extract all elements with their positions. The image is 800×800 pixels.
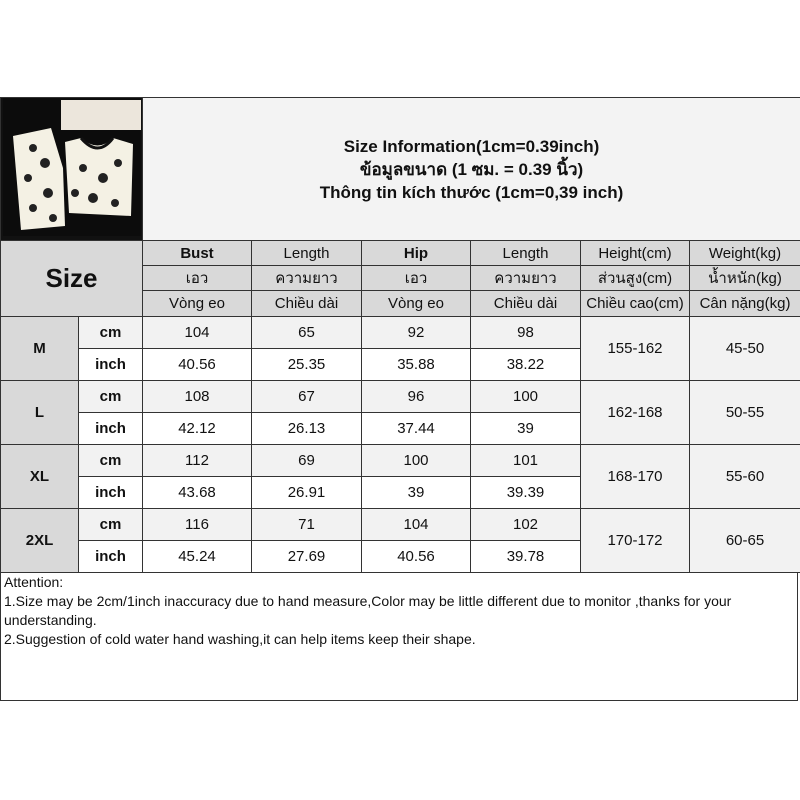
col-header-vi: Chiều dài — [470, 290, 581, 317]
height-range: 168-170 — [580, 444, 690, 509]
col-header-en: Length — [251, 240, 362, 266]
col-header-vi: Vòng eo — [361, 290, 471, 317]
size-header: Size — [0, 240, 143, 317]
cm-value: 100 — [470, 380, 581, 413]
inch-value: 26.13 — [251, 412, 362, 445]
inch-value: 25.35 — [251, 348, 362, 381]
col-header-vi: Cân nặng(kg) — [688, 290, 800, 317]
inch-value: 39.39 — [470, 476, 581, 509]
inch-value: 26.91 — [251, 476, 362, 509]
weight-range: 45-50 — [688, 316, 800, 381]
attention-note: 2.Suggestion of cold water hand washing,… — [4, 631, 476, 647]
cm-value: 112 — [142, 444, 252, 477]
inch-value: 38.22 — [470, 348, 581, 381]
unit-label: cm — [78, 380, 143, 413]
cm-value: 104 — [361, 508, 471, 541]
col-header-vi: Chiều cao(cm) — [580, 290, 690, 317]
height-range: 162-168 — [580, 380, 690, 445]
cm-value: 104 — [142, 316, 252, 349]
cm-value: 71 — [251, 508, 362, 541]
col-header-th: ความยาว — [470, 265, 581, 291]
inch-value: 39.78 — [470, 540, 581, 573]
attention-heading: Attention: — [4, 574, 64, 590]
table-row: inch 45.24 27.69 40.56 39.78 — [1, 540, 800, 573]
inch-value: 42.12 — [142, 412, 252, 445]
weight-range: 50-55 — [688, 380, 800, 445]
cm-value: 67 — [251, 380, 362, 413]
col-header-th: เอว — [142, 265, 252, 291]
table-row: L cm 108 67 96 100 162-168 50-55 — [0, 380, 800, 445]
cm-value: 92 — [361, 316, 471, 349]
inch-value: 40.56 — [142, 348, 252, 381]
inch-value: 39 — [470, 412, 581, 445]
title-thai: ข้อมูลขนาด (1 ซม. = 0.39 นิ้ว) — [359, 159, 584, 179]
unit-label: cm — [78, 508, 143, 541]
cm-value: 102 — [470, 508, 581, 541]
weight-range: 60-65 — [688, 508, 800, 573]
weight-range: 55-60 — [688, 444, 800, 509]
col-header-th: เอว — [361, 265, 471, 291]
col-header-th: ความยาว — [251, 265, 362, 291]
size-label: M — [0, 316, 79, 381]
unit-label: inch — [78, 476, 143, 509]
inch-value: 35.88 — [361, 348, 471, 381]
col-header-en: Bust — [142, 240, 252, 266]
table-row: inch 43.68 26.91 39 39.39 — [1, 476, 800, 509]
col-header-en: Height(cm) — [580, 240, 690, 266]
title-vietnamese: Thông tin kích thước (1cm=0,39 inch) — [319, 182, 624, 202]
height-range: 170-172 — [580, 508, 690, 573]
table-row: inch 42.12 26.13 37.44 39 — [1, 412, 800, 445]
col-header-vi: Vòng eo — [142, 290, 252, 317]
cm-value: 96 — [361, 380, 471, 413]
col-header-en: Hip — [361, 240, 471, 266]
size-label: L — [0, 380, 79, 445]
size-label: XL — [0, 444, 79, 509]
attention-note: 1.Size may be 2cm/1inch inaccuracy due t… — [4, 593, 732, 628]
attention-notes: Attention: 1.Size may be 2cm/1inch inacc… — [0, 572, 798, 701]
table-row: XL cm 112 69 100 101 168-170 55-60 — [0, 444, 800, 509]
cm-value: 65 — [251, 316, 362, 349]
inch-value: 43.68 — [142, 476, 252, 509]
unit-label: inch — [78, 348, 143, 381]
unit-label: inch — [78, 540, 143, 573]
inch-value: 45.24 — [142, 540, 252, 573]
pajama-set-image — [2, 98, 141, 236]
size-table: Size Information(1cm=0.39inch) ข้อมูลขนา… — [0, 97, 800, 573]
size-info-title: Size Information(1cm=0.39inch) ข้อมูลขนา… — [141, 97, 800, 241]
col-header-en: Length — [470, 240, 581, 266]
col-header-th: ส่วนสูง(cm) — [580, 265, 690, 291]
size-label: 2XL — [0, 508, 79, 573]
unit-label: cm — [78, 444, 143, 477]
cm-value: 100 — [361, 444, 471, 477]
cm-value: 101 — [470, 444, 581, 477]
col-header-th: น้ำหนัก(kg) — [688, 265, 800, 291]
col-header-vi: Chiều dài — [251, 290, 362, 317]
size-chart: Size Information(1cm=0.39inch) ข้อมูลขนา… — [0, 97, 800, 573]
inch-value: 37.44 — [361, 412, 471, 445]
cm-value: 116 — [142, 508, 252, 541]
table-row: inch 40.56 25.35 35.88 38.22 — [1, 348, 800, 381]
title-english: Size Information(1cm=0.39inch) — [343, 136, 600, 156]
height-range: 155-162 — [580, 316, 690, 381]
cm-value: 108 — [142, 380, 252, 413]
cm-value: 98 — [470, 316, 581, 349]
table-row: M cm 104 65 92 98 155-162 45-50 — [0, 316, 800, 381]
inch-value: 40.56 — [361, 540, 471, 573]
inch-value: 27.69 — [251, 540, 362, 573]
cm-value: 69 — [251, 444, 362, 477]
table-row: 2XL cm 116 71 104 102 170-172 60-65 — [0, 508, 800, 573]
product-photo — [0, 97, 143, 241]
unit-label: inch — [78, 412, 143, 445]
inch-value: 39 — [361, 476, 471, 509]
col-header-en: Weight(kg) — [688, 240, 800, 266]
unit-label: cm — [78, 316, 143, 349]
